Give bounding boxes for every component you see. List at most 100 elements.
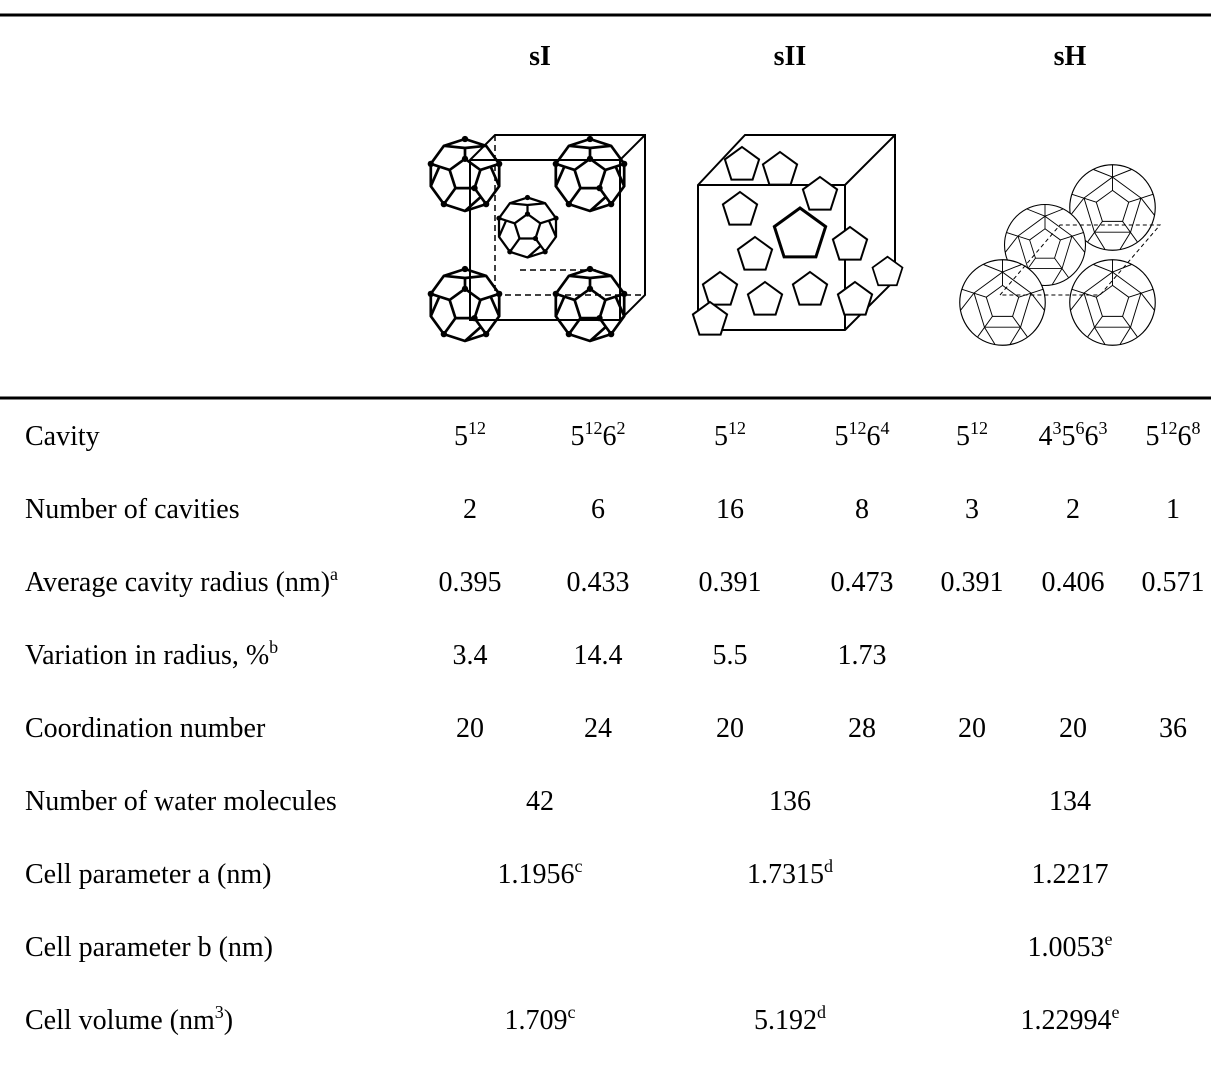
text-run: Cell parameter b (nm) [25, 932, 273, 963]
text-run: 134 [1049, 786, 1091, 817]
text-run: Cavity [25, 421, 100, 452]
text-run: 5 [1062, 421, 1076, 452]
row-label: Cell parameter b (nm) [25, 932, 273, 963]
row-label: Number of water molecules [25, 786, 337, 817]
superscript: 12 [728, 418, 746, 438]
si-structure-image [426, 134, 646, 343]
text-run: 42 [526, 786, 554, 817]
cell-value: 3 [965, 494, 979, 525]
text-run: 5 [454, 421, 468, 452]
text-run: 4 [1039, 421, 1053, 452]
superscript: 12 [585, 418, 603, 438]
cell-value: 20 [456, 713, 484, 744]
text-run: Cell volume (nm [25, 1005, 215, 1036]
text-run: 0.391 [941, 567, 1004, 598]
cell-value: 1.0053e [1028, 929, 1113, 963]
text-run: 1.0053 [1028, 932, 1105, 963]
cell-value: 0.406 [1042, 567, 1105, 598]
text-run: 1.22994 [1021, 1005, 1112, 1036]
superscript: 3 [1099, 418, 1108, 438]
text-run: 20 [716, 713, 744, 744]
superscript: a [330, 564, 338, 584]
superscript: 12 [849, 418, 867, 438]
text-run: 1 [1166, 494, 1180, 525]
text-run: 20 [958, 713, 986, 744]
row-label: Number of cavities [25, 494, 240, 525]
text-run: 0.571 [1142, 567, 1205, 598]
superscript: 12 [970, 418, 988, 438]
cell-value: 3.4 [453, 640, 488, 671]
text-run: Average cavity radius (nm) [25, 567, 330, 598]
text-run: ) [224, 1005, 233, 1036]
text-run: 3.4 [453, 640, 488, 671]
row-label: Coordination number [25, 713, 266, 744]
cell-value: 5.5 [713, 640, 748, 671]
text-run: 1.1956 [498, 859, 575, 890]
text-run: 0.433 [567, 567, 630, 598]
cell-value: 435663 [1039, 418, 1108, 452]
text-run: 0.406 [1042, 567, 1105, 598]
text-run: 5 [714, 421, 728, 452]
superscript: 12 [468, 418, 486, 438]
cell-value: 1.2217 [1032, 859, 1109, 890]
text-run: 2 [1066, 494, 1080, 525]
text-run: 5 [571, 421, 585, 452]
row-label: Cell parameter a (nm) [25, 859, 271, 890]
cell-value: 0.473 [831, 567, 894, 598]
superscript: e [1112, 1002, 1120, 1022]
superscript: b [269, 637, 278, 657]
cell-value: 28 [848, 713, 876, 744]
row-label: Cell volume (nm3) [25, 1002, 233, 1036]
text-run: 5 [835, 421, 849, 452]
text-run: 5.192 [754, 1005, 817, 1036]
text-run: Coordination number [25, 713, 266, 744]
cell-value: 512 [714, 418, 746, 452]
cell-value: 51262 [571, 418, 626, 452]
cell-value: 134 [1049, 786, 1091, 817]
text-run: 6 [1178, 421, 1192, 452]
cell-value: 14.4 [574, 640, 623, 671]
text-run: Variation in radius, % [25, 640, 269, 671]
text-run: Number of cavities [25, 494, 240, 525]
text-run: 6 [591, 494, 605, 525]
row-label: Average cavity radius (nm)a [25, 564, 338, 598]
text-run: 5 [1146, 421, 1160, 452]
text-run: 36 [1159, 713, 1187, 744]
text-run: 28 [848, 713, 876, 744]
cell-value: 0.395 [439, 567, 502, 598]
superscript: 8 [1192, 418, 1201, 438]
cell-value: 51264 [835, 418, 890, 452]
superscript: 3 [1053, 418, 1062, 438]
row-label: Cavity [25, 421, 100, 452]
superscript: d [817, 1002, 826, 1022]
superscript: 12 [1160, 418, 1178, 438]
cell-value: 1 [1166, 494, 1180, 525]
cell-value: 512 [956, 418, 988, 452]
cell-value: 5.192d [754, 1002, 826, 1036]
text-run: 6 [603, 421, 617, 452]
cell-value: 20 [958, 713, 986, 744]
text-run: 8 [855, 494, 869, 525]
cell-value: 1.709c [505, 1002, 576, 1036]
cell-value: 42 [526, 786, 554, 817]
cell-value: 1.7315d [747, 856, 833, 890]
text-run: 0.395 [439, 567, 502, 598]
sh-structure-image [959, 164, 1162, 346]
structure-header: sI [529, 41, 551, 72]
cell-value: 0.571 [1142, 567, 1205, 598]
row-label: Variation in radius, %b [25, 637, 278, 671]
text-run: 5 [956, 421, 970, 452]
text-run: 1.2217 [1032, 859, 1109, 890]
superscript: 3 [215, 1002, 224, 1022]
cell-value: 6 [591, 494, 605, 525]
text-run: 1.7315 [747, 859, 824, 890]
text-run: Number of water molecules [25, 786, 337, 817]
cell-value: 0.391 [699, 567, 762, 598]
text-run: Cell parameter a (nm) [25, 859, 271, 890]
cell-value: 8 [855, 494, 869, 525]
text-run: 20 [1059, 713, 1087, 744]
cell-value: 20 [716, 713, 744, 744]
text-run: 136 [769, 786, 811, 817]
